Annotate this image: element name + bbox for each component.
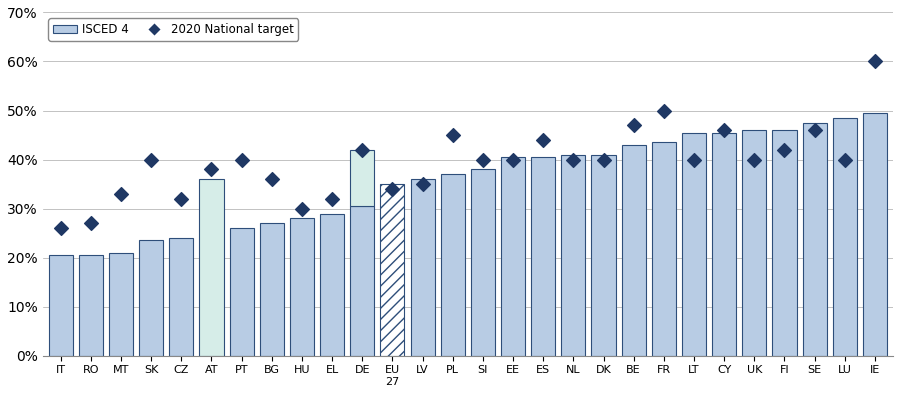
Bar (230, 228, 254, 356)
Point (446, 132, 460, 138)
Point (84, 220, 98, 227)
Bar (441, 174, 464, 356)
Point (385, 186, 400, 192)
Point (687, 156, 701, 163)
Point (747, 156, 761, 163)
Point (325, 196, 339, 202)
Bar (350, 150, 374, 206)
Bar (49, 255, 73, 356)
Point (506, 156, 520, 163)
Bar (410, 179, 435, 356)
Point (53, 225, 68, 231)
Bar (832, 118, 857, 356)
Point (807, 127, 822, 133)
Point (265, 176, 279, 182)
Point (597, 156, 611, 163)
Bar (501, 157, 525, 356)
Point (294, 205, 309, 212)
Point (566, 156, 580, 163)
Bar (381, 184, 404, 356)
Bar (531, 157, 555, 356)
Point (778, 147, 792, 153)
Bar (320, 214, 344, 356)
Point (355, 147, 369, 153)
Point (113, 191, 128, 197)
Bar (562, 155, 585, 356)
Bar (803, 123, 827, 356)
Bar (78, 255, 103, 356)
Point (868, 58, 882, 65)
Point (657, 108, 671, 114)
Bar (742, 130, 767, 356)
Point (234, 156, 248, 163)
Bar (622, 145, 645, 356)
Bar (471, 169, 495, 356)
Bar (652, 142, 676, 356)
Bar (712, 133, 736, 356)
Bar (260, 223, 284, 356)
Legend: ISCED 4, 2020 National target: ISCED 4, 2020 National target (49, 19, 299, 41)
Point (174, 196, 188, 202)
Bar (682, 133, 707, 356)
Bar (109, 253, 133, 356)
Bar (290, 218, 314, 356)
Bar (863, 113, 887, 356)
Point (838, 156, 852, 163)
Bar (200, 179, 223, 356)
Point (717, 127, 732, 133)
Point (476, 156, 491, 163)
Point (626, 122, 641, 128)
Bar (140, 240, 163, 356)
Point (204, 166, 219, 173)
Point (416, 181, 430, 187)
Bar (350, 206, 374, 356)
Bar (169, 238, 194, 356)
Point (536, 137, 551, 143)
Bar (591, 155, 616, 356)
Bar (772, 130, 796, 356)
Point (144, 156, 158, 163)
